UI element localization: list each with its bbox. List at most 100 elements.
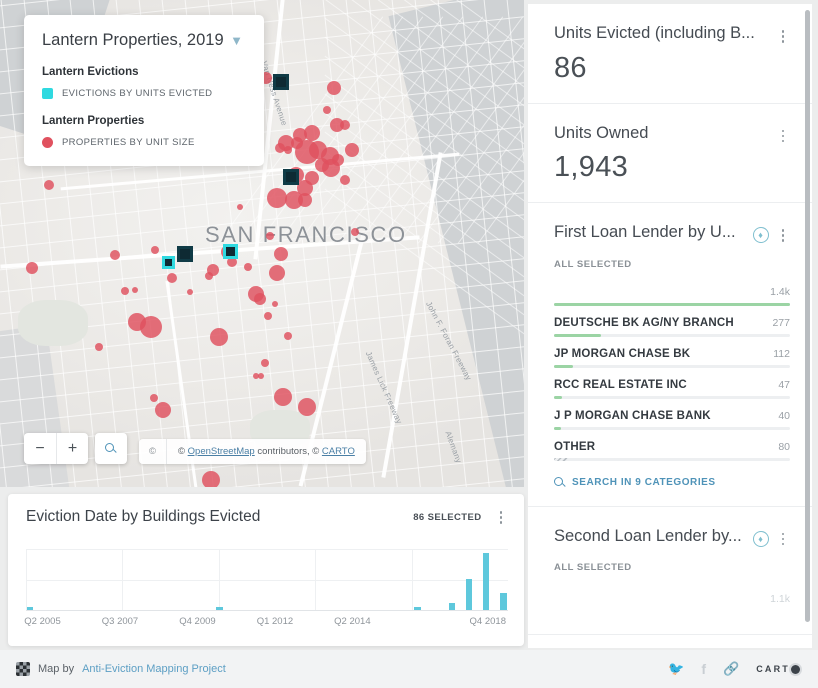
map-property-marker[interactable] — [95, 343, 103, 351]
widget-units-evicted[interactable]: Units Evicted (including B... 86 — [528, 4, 812, 104]
map-property-marker[interactable] — [44, 180, 54, 190]
map-eviction-marker[interactable] — [273, 74, 289, 90]
zoom-out-button[interactable]: − — [35, 439, 45, 457]
map-property-marker[interactable] — [155, 402, 171, 418]
carto-link[interactable]: CARTO — [321, 446, 355, 457]
map-property-marker[interactable] — [340, 175, 350, 185]
openstreetmap-link[interactable]: OpenStreetMap — [187, 446, 255, 457]
link-icon[interactable]: 🔗 — [723, 661, 740, 676]
map-eviction-marker[interactable] — [222, 243, 238, 259]
map-property-marker[interactable] — [167, 273, 177, 283]
map-property-marker[interactable] — [298, 398, 316, 416]
aemp-link[interactable]: Anti-Eviction Mapping Project — [82, 663, 226, 675]
map-property-marker[interactable] — [258, 373, 264, 379]
map-property-marker[interactable] — [340, 120, 350, 130]
map-property-marker[interactable] — [284, 332, 292, 340]
map-property-marker[interactable] — [351, 228, 359, 236]
map-property-marker[interactable] — [26, 262, 38, 274]
map-property-marker[interactable] — [151, 246, 159, 254]
kebab-menu-icon[interactable] — [776, 27, 791, 46]
zoom-in-button[interactable]: + — [56, 433, 88, 464]
map-property-marker[interactable] — [227, 257, 237, 267]
map-property-marker[interactable] — [202, 471, 220, 487]
sidebar-panel[interactable]: Units Evicted (including B... 86 Units O… — [528, 4, 812, 648]
map-property-marker[interactable] — [304, 125, 320, 141]
kebab-menu-icon[interactable] — [776, 127, 791, 146]
category-list[interactable]: 1.4k DEUTSCHE BK AG/NY BRANCH 277 JP MORGAN… — [554, 286, 790, 461]
map-attribution[interactable]: © © OpenStreetMap contributors, © CARTO — [139, 439, 366, 464]
chart-bar[interactable] — [216, 607, 223, 610]
chart-bar[interactable] — [448, 603, 455, 610]
map-property-marker[interactable] — [132, 287, 138, 293]
map-property-marker[interactable] — [267, 188, 287, 208]
widget-title: Second Loan Lender by... — [554, 526, 742, 545]
map-property-marker[interactable] — [187, 289, 193, 295]
kebab-menu-icon[interactable] — [776, 226, 791, 245]
category-item[interactable]: 1.1k — [554, 593, 790, 605]
map-property-marker[interactable] — [284, 146, 292, 154]
category-item[interactable]: RCC REAL ESTATE INC 47 — [554, 379, 790, 399]
map-eviction-marker[interactable] — [283, 169, 299, 185]
search-categories-link[interactable]: SEARCH IN 9 CATEGORIES — [554, 476, 790, 488]
map-eviction-marker[interactable] — [177, 246, 193, 262]
chart-bar[interactable] — [414, 607, 421, 610]
map-eviction-marker[interactable] — [161, 255, 175, 269]
map-property-marker[interactable] — [205, 272, 213, 280]
droplet-icon[interactable]: ♦ — [752, 530, 769, 547]
category-bar-track — [554, 457, 790, 461]
vertical-scrollbar[interactable] — [805, 10, 810, 622]
chevron-down-icon[interactable]: ▼ — [230, 33, 243, 48]
map-zoom-controls[interactable]: − + — [24, 433, 88, 464]
map-property-marker[interactable] — [269, 265, 285, 281]
map-property-marker[interactable] — [244, 263, 252, 271]
chart-gridline-v — [122, 548, 124, 611]
map-panel[interactable]: SAN FRANCISCO Van Ness Avenue James Lick … — [0, 0, 524, 487]
map-property-marker[interactable] — [261, 359, 269, 367]
map-property-marker[interactable] — [272, 301, 278, 307]
kebab-menu-icon[interactable] — [494, 508, 509, 527]
map-property-marker[interactable] — [140, 316, 162, 338]
map-property-marker[interactable] — [121, 287, 129, 295]
chart-bar[interactable] — [465, 579, 473, 610]
map-property-marker[interactable] — [237, 204, 243, 210]
map-property-marker[interactable] — [210, 328, 228, 346]
facebook-icon[interactable]: f — [701, 661, 707, 677]
droplet-icon[interactable]: ♦ — [752, 227, 769, 244]
chart-bars[interactable] — [26, 549, 508, 610]
category-item[interactable]: 1.4k — [554, 286, 790, 306]
legend-item-evictions[interactable]: EVICTIONS BY UNITS EVICTED — [42, 88, 246, 99]
twitter-icon[interactable]: 🐦 — [668, 661, 685, 676]
map-property-marker[interactable] — [150, 394, 158, 402]
map-property-marker[interactable] — [327, 81, 341, 95]
category-item[interactable]: DEUTSCHE BK AG/NY BRANCH 277 — [554, 317, 790, 337]
attribution-copyright-icon[interactable]: © — [139, 439, 167, 464]
kebab-menu-icon[interactable] — [776, 530, 791, 549]
map-property-marker[interactable] — [264, 312, 272, 320]
map-property-marker[interactable] — [322, 159, 340, 177]
map-property-marker[interactable] — [266, 232, 274, 240]
category-item[interactable]: OTHER 80 — [554, 441, 790, 461]
widget-units-owned[interactable]: Units Owned 1,943 — [528, 104, 812, 203]
chart-bar[interactable] — [27, 607, 34, 610]
map-property-marker[interactable] — [274, 388, 292, 406]
chart-bar[interactable] — [500, 593, 507, 610]
widget-first-loan-lender[interactable]: First Loan Lender by U... ♦ ALL SELECTED… — [528, 203, 812, 507]
chart-bar[interactable] — [483, 552, 490, 610]
map-property-marker[interactable] — [254, 293, 266, 305]
carto-logo[interactable]: CART — [756, 662, 802, 676]
search-icon[interactable] — [95, 433, 127, 464]
map-property-marker[interactable] — [345, 143, 359, 157]
map-legend[interactable]: Lantern Properties, 2019 ▼ Lantern Evict… — [24, 15, 264, 166]
legend-item-properties[interactable]: PROPERTIES BY UNIT SIZE — [42, 137, 246, 148]
map-property-marker[interactable] — [274, 247, 288, 261]
chart-title: Eviction Date by Buildings Evicted — [26, 508, 261, 526]
map-search-control[interactable] — [95, 433, 127, 464]
map-property-marker[interactable] — [110, 250, 120, 260]
category-name: J P MORGAN CHASE BANK — [554, 409, 711, 422]
widget-second-loan-lender[interactable]: Second Loan Lender by... ♦ ALL SELECTED … — [528, 507, 812, 635]
eviction-date-chart-widget[interactable]: Eviction Date by Buildings Evicted 86 SE… — [8, 494, 524, 646]
category-item[interactable]: J P MORGAN CHASE BANK 40 — [554, 410, 790, 430]
category-item[interactable]: JP MORGAN CHASE BK 112 — [554, 348, 790, 368]
map-property-marker[interactable] — [298, 193, 312, 207]
map-property-marker[interactable] — [323, 106, 331, 114]
